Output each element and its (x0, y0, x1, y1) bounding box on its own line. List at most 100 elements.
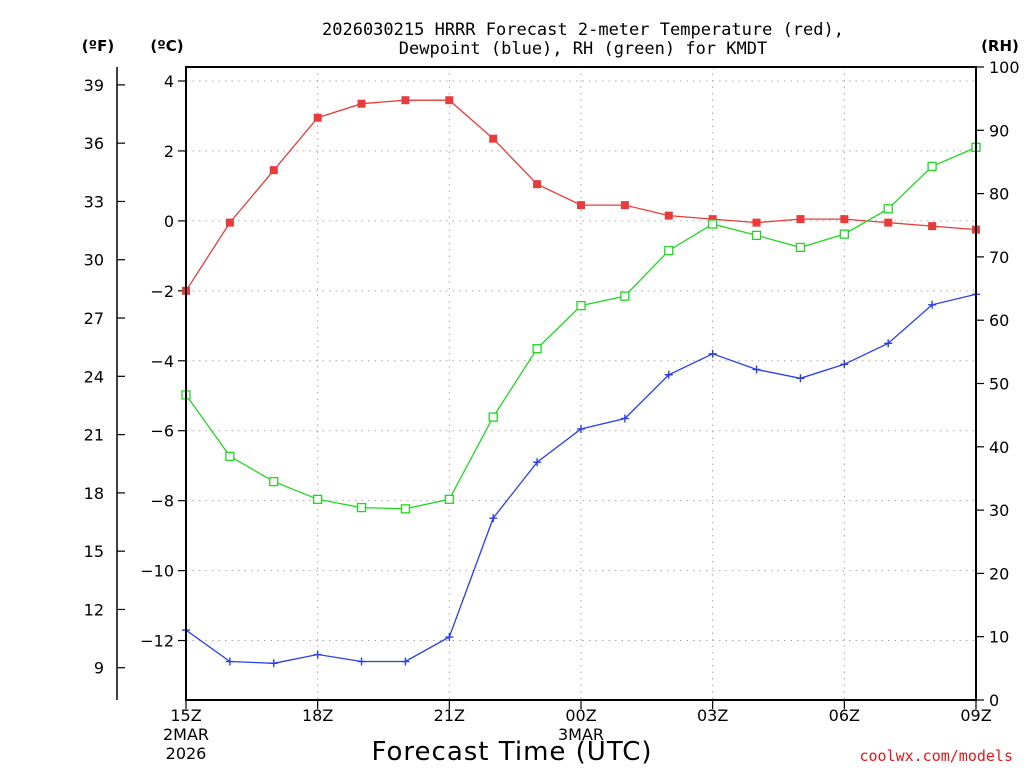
time-tick-label: 09Z (960, 706, 991, 725)
rh-point (708, 219, 718, 229)
dewpoint-point (840, 360, 849, 369)
dewpoint-point (357, 657, 366, 666)
celsius-axis: 4 2 0 −2 −4 −6 −8 −10 −12 (140, 72, 186, 651)
rh-tick-label: 70 (989, 248, 1009, 267)
fahrenheit-tick-label: 33 (84, 192, 104, 211)
temperature-point (357, 99, 366, 108)
celsius-tick-label: 2 (164, 142, 174, 161)
temperature-point (620, 201, 629, 210)
fahrenheit-tick-label: 12 (84, 600, 104, 619)
rh-tick-label: 30 (989, 501, 1009, 520)
temperature-point (401, 96, 410, 105)
dewpoint-point (796, 374, 805, 383)
rh-point (444, 494, 454, 504)
rh-point (313, 494, 323, 504)
time-tick-label: 15Z (170, 706, 201, 725)
celsius-tick-label: −10 (140, 562, 174, 581)
temperature-point (533, 180, 542, 189)
fahrenheit-tick-label: 9 (94, 659, 104, 678)
rh-point (576, 300, 586, 311)
rh-unit-label: (RH) (981, 37, 1019, 55)
fahrenheit-tick-label: 24 (84, 367, 104, 386)
rh-point (927, 161, 937, 172)
dewpoint-point (664, 370, 673, 379)
fahrenheit-tick-label: 15 (84, 542, 104, 561)
x-axis-label: Forecast Time (UTC) (371, 737, 652, 767)
rh-tick-label: 20 (989, 564, 1009, 583)
rh-point (795, 242, 806, 253)
dewpoint-series (182, 290, 980, 668)
grid-lines (186, 67, 976, 700)
celsius-tick-label: −6 (150, 422, 174, 441)
rh-point (269, 476, 279, 487)
time-tick-label: 03Z (697, 706, 728, 725)
fahrenheit-tick-label: 27 (84, 309, 104, 328)
dewpoint-point (489, 514, 498, 523)
rh-point (751, 230, 762, 241)
dewpoint-point (752, 365, 761, 374)
rh-tick-label: 10 (989, 628, 1009, 647)
dewpoint-point (225, 657, 234, 666)
chart-title-line-2: Dewpoint (blue), RH (green) for KMDT (399, 39, 767, 59)
rh-point (883, 204, 893, 214)
celsius-tick-label: 4 (164, 72, 174, 91)
time-tick-date: 2MAR (163, 725, 209, 744)
temperature-point (269, 166, 278, 175)
time-tick-label: 06Z (829, 706, 860, 725)
rh-point (664, 245, 674, 256)
rh-point (620, 291, 630, 301)
rh-tick-label: 0 (989, 691, 999, 710)
temperature-point (664, 211, 673, 220)
celsius-tick-label: 0 (164, 212, 174, 231)
temperature-point (225, 218, 234, 227)
dewpoint-point (445, 633, 454, 642)
temperature-point (840, 215, 849, 224)
rh-point (488, 412, 498, 422)
time-tick-label: 18Z (302, 706, 333, 725)
time-tick-date: 3MAR (558, 725, 604, 744)
celsius-tick-label: −12 (140, 632, 174, 651)
dewpoint-point (884, 339, 893, 348)
chart-title-line-1: 2026030215 HRRR Forecast 2-meter Tempera… (322, 20, 844, 40)
dewpoint-point (401, 657, 410, 666)
dewpoint-point (533, 458, 542, 467)
time-tick-year: 2026 (166, 744, 207, 763)
rh-point (356, 502, 367, 513)
celsius-unit-label: (ºC) (150, 37, 183, 55)
temperature-point (708, 215, 717, 224)
fahrenheit-unit-label: (ºF) (82, 37, 114, 55)
time-tick-label: 00Z (565, 706, 596, 725)
dewpoint-point (708, 349, 717, 358)
fahrenheit-tick-label: 36 (84, 134, 104, 153)
rh-point (225, 451, 235, 461)
rh-point (400, 504, 411, 514)
rh-tick-label: 100 (989, 58, 1020, 77)
celsius-tick-label: −2 (150, 282, 174, 301)
fahrenheit-tick-label: 39 (84, 76, 104, 95)
rh-point (839, 229, 849, 239)
credit-text: coolwx.com/models (859, 747, 1013, 765)
temperature-point (796, 215, 805, 224)
dewpoint-point (620, 414, 629, 423)
fahrenheit-tick-label: 18 (84, 484, 104, 503)
rh-tick-label: 40 (989, 438, 1009, 457)
temperature-point (884, 218, 893, 227)
time-tick-label: 21Z (434, 706, 465, 725)
rh-tick-label: 60 (989, 311, 1009, 330)
temperature-point (313, 113, 322, 122)
temperature-point (577, 201, 585, 210)
dewpoint-point (577, 424, 585, 433)
rh-tick-label: 80 (989, 185, 1009, 204)
rh-tick-label: 50 (989, 375, 1009, 394)
temperature-point (489, 134, 498, 143)
fahrenheit-tick-label: 21 (84, 426, 104, 445)
temperature-point (752, 218, 761, 227)
dewpoint-point (928, 300, 937, 309)
dewpoint-point (313, 650, 322, 659)
temperature-point (445, 96, 454, 105)
fahrenheit-axis: 39 36 33 30 27 24 21 18 15 12 9 (84, 76, 125, 678)
plot-frame (185, 66, 977, 701)
